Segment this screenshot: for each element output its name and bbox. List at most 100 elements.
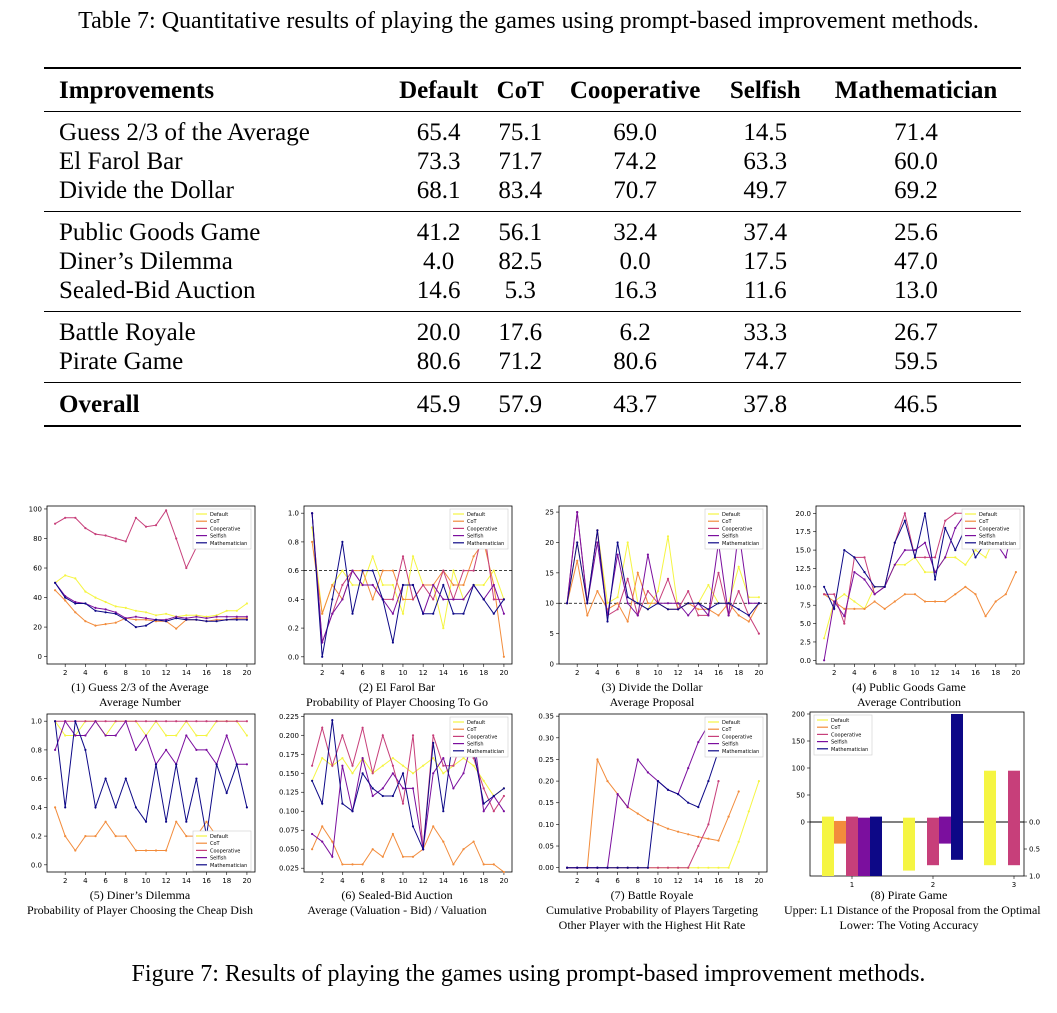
data-point bbox=[903, 512, 906, 515]
y-tick-label: 1.0 bbox=[31, 718, 42, 726]
data-point bbox=[472, 840, 475, 843]
data-point bbox=[616, 793, 619, 796]
data-point bbox=[626, 602, 629, 605]
data-point bbox=[235, 615, 238, 618]
bar-upper-cot bbox=[834, 820, 846, 822]
data-point bbox=[391, 641, 394, 644]
data-point bbox=[351, 569, 354, 572]
x-tick-label: 6 bbox=[615, 877, 620, 885]
data-point bbox=[422, 612, 425, 615]
data-point bbox=[185, 835, 188, 838]
data-point bbox=[391, 569, 394, 572]
x-tick-label: 12 bbox=[419, 877, 428, 885]
legend-label: Default bbox=[722, 720, 740, 726]
data-point bbox=[74, 577, 77, 580]
data-point bbox=[482, 779, 485, 782]
data-point bbox=[707, 614, 710, 617]
plot-frame bbox=[809, 711, 1025, 877]
data-point bbox=[321, 726, 324, 729]
legend-label: Default bbox=[210, 512, 228, 518]
data-point bbox=[154, 614, 158, 617]
bar-upper-cooperative bbox=[1008, 770, 1020, 822]
data-point bbox=[656, 866, 660, 869]
data-point bbox=[422, 583, 425, 587]
chart-panel-pirate-game: 0 50 100 150 200 0.0 0.5 1.0 1 2 3 Default CoT Cooper… bbox=[784, 708, 1041, 938]
data-point bbox=[134, 748, 137, 751]
data-point bbox=[502, 612, 505, 615]
data-point bbox=[954, 556, 957, 559]
data-point bbox=[616, 608, 619, 611]
data-point bbox=[215, 620, 218, 623]
data-point bbox=[586, 602, 589, 605]
chart-caption-title: (7) Battle Royale bbox=[610, 888, 694, 902]
data-point bbox=[134, 609, 137, 612]
series-line-cot bbox=[311, 825, 505, 873]
chart-caption-metric-2: Other Player with the Highest Hit Rate bbox=[558, 918, 746, 932]
x-tick-label: 16 bbox=[459, 669, 468, 677]
y-tick-label: 0.00 bbox=[538, 864, 554, 872]
data-point bbox=[954, 512, 957, 515]
x-tick-label: 8 bbox=[636, 877, 640, 885]
data-point bbox=[205, 720, 208, 723]
x-tick-label: 12 bbox=[931, 669, 940, 677]
value-cell: 46.5 bbox=[894, 390, 938, 418]
x-tick-label: 16 bbox=[202, 669, 211, 677]
legend-label: Cooperative bbox=[722, 734, 752, 740]
data-point bbox=[391, 583, 394, 587]
value-cell: 73.3 bbox=[416, 148, 461, 175]
value-cell: 69.0 bbox=[613, 119, 658, 146]
data-point bbox=[717, 866, 720, 869]
data-point bbox=[472, 583, 475, 587]
value-cell: 17.6 bbox=[498, 319, 543, 346]
x-tick-label: 14 bbox=[951, 669, 960, 677]
data-point bbox=[873, 593, 876, 596]
data-point bbox=[124, 720, 127, 723]
data-point bbox=[114, 612, 117, 615]
data-point bbox=[666, 535, 670, 538]
data-point bbox=[64, 516, 67, 519]
data-point bbox=[165, 734, 168, 737]
table-header-row: Improvements Default CoT Cooperative Sel… bbox=[44, 68, 1021, 112]
data-point bbox=[823, 637, 826, 640]
value-cell: 75.1 bbox=[498, 119, 543, 146]
data-point bbox=[616, 602, 619, 605]
value-cell: 37.8 bbox=[743, 390, 788, 418]
data-point bbox=[381, 787, 384, 790]
data-point bbox=[175, 820, 178, 823]
data-point bbox=[687, 801, 690, 804]
value-cell: 56.1 bbox=[498, 219, 543, 246]
data-point bbox=[84, 720, 87, 723]
chart-caption-title: (6) Sealed-Bid Auction bbox=[341, 888, 453, 902]
bar-upper-selfish bbox=[858, 817, 870, 822]
value-cell: 6.2 bbox=[619, 319, 651, 346]
table-row: Public Goods Game 41.2 56.1 32.4 37.4 25… bbox=[44, 211, 1021, 248]
data-point bbox=[185, 618, 188, 621]
x-tick-label: 14 bbox=[182, 669, 191, 677]
data-point bbox=[195, 615, 198, 618]
value-cell: 41.2 bbox=[416, 219, 461, 246]
data-point bbox=[646, 602, 649, 605]
data-point bbox=[361, 757, 364, 760]
data-point bbox=[843, 549, 846, 552]
value-cell: 4.0 bbox=[423, 248, 455, 275]
data-point bbox=[205, 748, 208, 751]
data-point bbox=[134, 720, 137, 723]
legend-label: Cooperative bbox=[210, 848, 240, 854]
table-header-cell: Improvements bbox=[59, 76, 215, 104]
data-point bbox=[636, 602, 639, 605]
y-tick-label: 5 bbox=[550, 630, 554, 638]
data-point bbox=[185, 720, 188, 723]
data-point bbox=[747, 614, 750, 617]
bar-upper-default bbox=[822, 816, 834, 822]
data-point bbox=[74, 516, 77, 519]
data-point bbox=[944, 519, 947, 522]
x-tick-label: 2 bbox=[63, 669, 67, 677]
value-cell: 25.6 bbox=[894, 219, 938, 246]
data-point bbox=[492, 569, 495, 572]
data-point bbox=[175, 537, 178, 540]
value-cell: 11.6 bbox=[743, 277, 787, 304]
game-name-cell: Public Goods Game bbox=[59, 219, 261, 246]
chart-panel-divide-dollar: 0 5 10 15 20 25 2 4 6 8 10 12 14 16 18 20 Default CoT Coop… bbox=[527, 500, 777, 730]
data-point bbox=[245, 763, 248, 766]
